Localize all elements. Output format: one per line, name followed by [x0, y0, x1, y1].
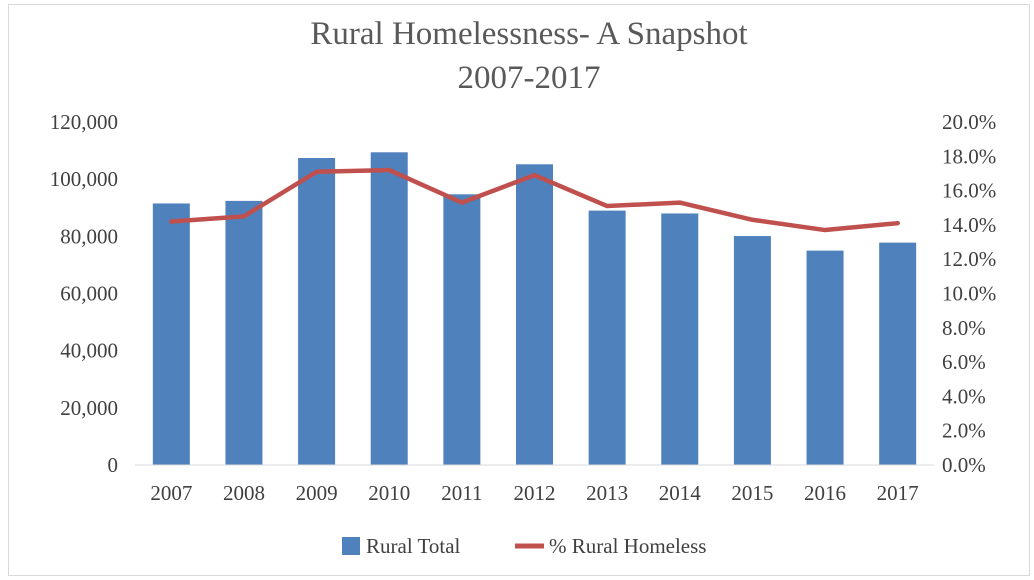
- y-left-tick-label: 120,000: [50, 110, 118, 134]
- chart-subtitle: 2007-2017: [458, 60, 601, 96]
- x-tick-label: 2013: [586, 481, 628, 505]
- y-left-tick-label: 20,000: [60, 396, 118, 420]
- y-right-tick-label: 12.0%: [942, 247, 996, 271]
- x-tick-label: 2010: [368, 481, 410, 505]
- y-right-tick-label: 20.0%: [942, 110, 996, 134]
- y-right-tick-label: 0.0%: [942, 453, 986, 477]
- y-right-tick-label: 4.0%: [942, 384, 986, 408]
- bar-rural-total: [443, 194, 481, 465]
- x-tick-label: 2012: [514, 481, 556, 505]
- x-tick-label: 2015: [731, 481, 773, 505]
- x-tick-label: 2017: [877, 481, 919, 505]
- point-rural-homeless-pct: [750, 217, 755, 222]
- point-rural-homeless-pct: [677, 200, 682, 205]
- y-right-tick-label: 8.0%: [942, 316, 986, 340]
- point-rural-homeless-pct: [605, 204, 610, 209]
- point-rural-homeless-pct: [314, 169, 319, 174]
- bar-rural-total: [225, 200, 263, 465]
- bar-rural-total: [661, 213, 699, 465]
- y-left-tick-label: 0: [108, 453, 119, 477]
- legend-swatch-rural-total: [342, 537, 360, 555]
- y-right-tick-label: 10.0%: [942, 282, 996, 306]
- bar-rural-total: [516, 164, 553, 465]
- legend-label-rural-total: Rural Total: [366, 534, 461, 558]
- y-right-tick-label: 6.0%: [942, 350, 986, 374]
- x-tick-label: 2011: [441, 481, 482, 505]
- x-tick-label: 2007: [150, 481, 192, 505]
- bar-rural-total: [588, 210, 626, 465]
- y-right-tick-label: 18.0%: [942, 144, 996, 168]
- y-right-tick-label: 16.0%: [942, 179, 996, 203]
- bar-rural-total: [733, 236, 771, 465]
- y-right-tick-label: 2.0%: [942, 419, 986, 443]
- y-left-tick-label: 80,000: [60, 224, 118, 248]
- point-rural-homeless-pct: [169, 219, 174, 224]
- chart-frame: [8, 4, 1030, 576]
- bar-rural-total: [152, 203, 190, 465]
- y-right-tick-label: 14.0%: [942, 213, 996, 237]
- y-left-tick-label: 40,000: [60, 339, 118, 363]
- point-rural-homeless-pct: [895, 221, 900, 226]
- bar-rural-total: [370, 152, 408, 465]
- point-rural-homeless-pct: [387, 168, 392, 173]
- legend-label-rural-homeless-pct: % Rural Homeless: [549, 534, 706, 558]
- point-rural-homeless-pct: [241, 214, 246, 219]
- plot-area: 0 20,000 40,000 60,000 80,000 100,000 120,000 0…: [50, 110, 997, 505]
- bar-rural-total: [879, 242, 917, 465]
- legend: Rural Total % Rural Homeless: [342, 534, 706, 558]
- point-rural-homeless-pct: [459, 200, 464, 205]
- point-rural-homeless-pct: [823, 228, 828, 233]
- x-tick-label: 2008: [223, 481, 265, 505]
- x-tick-label: 2009: [296, 481, 338, 505]
- x-tick-label: 2014: [659, 481, 702, 505]
- y-left-tick-label: 60,000: [60, 282, 118, 306]
- bar-rural-total: [298, 158, 336, 465]
- chart-title: Rural Homelessness- A Snapshot: [310, 16, 747, 52]
- point-rural-homeless-pct: [532, 173, 537, 178]
- y-left-tick-label: 100,000: [50, 167, 118, 191]
- bar-rural-total: [806, 250, 844, 465]
- x-tick-label: 2016: [804, 481, 846, 505]
